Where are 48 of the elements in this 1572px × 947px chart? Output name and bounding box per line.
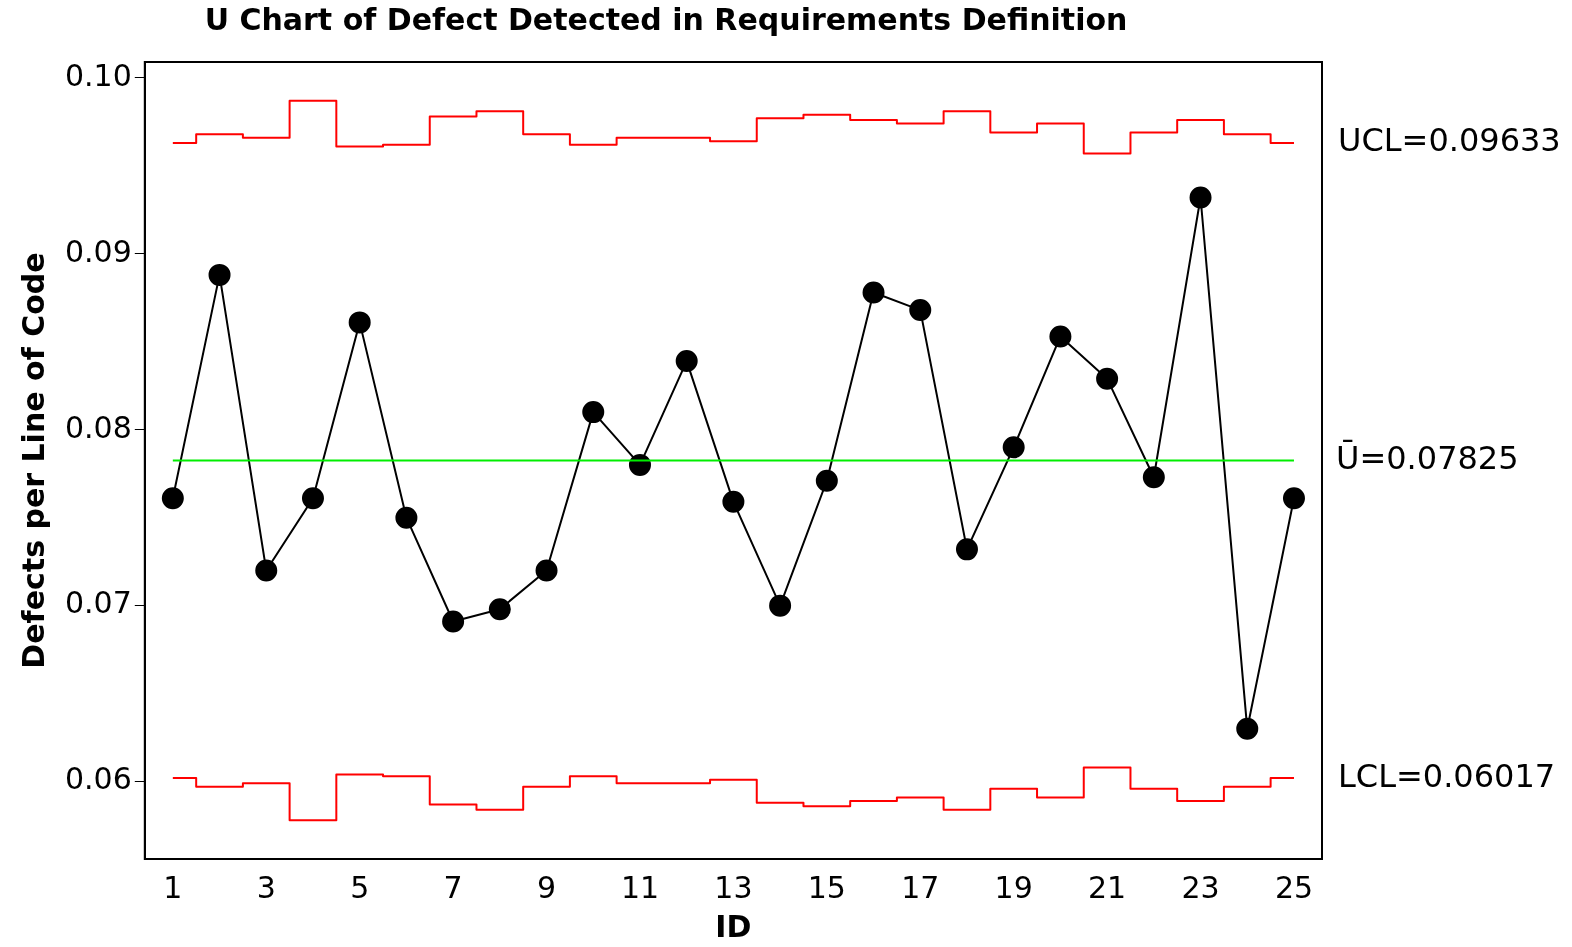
ref-line-label: Ū=0.07825 — [1336, 438, 1519, 477]
point — [1282, 487, 1305, 510]
y-axis-title: Defects per Line of Code — [15, 252, 51, 669]
point — [862, 281, 885, 304]
point — [255, 559, 278, 582]
point — [675, 350, 698, 373]
x-tick-label: 7 — [443, 869, 463, 905]
x-tick-label: 19 — [994, 869, 1033, 905]
y-tick-label: 0.10 — [65, 57, 132, 93]
point — [488, 598, 511, 621]
x-tick-label: 13 — [714, 869, 753, 905]
point — [208, 263, 231, 286]
y-tick-label: 0.06 — [65, 761, 132, 797]
x-tick-label: 3 — [256, 869, 276, 905]
point — [1142, 466, 1165, 489]
point — [955, 538, 978, 561]
point — [348, 311, 371, 334]
point — [1189, 186, 1212, 209]
x-tick-label: 25 — [1274, 869, 1314, 905]
point — [161, 487, 184, 510]
y-tick-label: 0.08 — [65, 409, 132, 445]
point — [582, 401, 605, 424]
point — [769, 594, 792, 617]
point — [301, 487, 324, 510]
x-tick-label: 21 — [1088, 869, 1127, 905]
point — [395, 506, 418, 529]
annotation: UCL=0.09633 — [1337, 120, 1561, 159]
annotation: LCL=0.06017 — [1337, 756, 1556, 795]
point — [1236, 717, 1259, 740]
point — [1002, 436, 1025, 459]
point — [1049, 325, 1072, 348]
point — [815, 469, 838, 492]
x-tick-label: 1 — [163, 869, 183, 905]
point — [722, 490, 745, 513]
x-tick-label: 23 — [1181, 869, 1220, 905]
x-tick-label: 15 — [807, 869, 846, 905]
x-tick-label: 9 — [536, 869, 557, 905]
point — [909, 299, 932, 322]
chart-title: U Chart of Defect Detected in Requirements Definition — [204, 1, 1128, 37]
x-tick-label: 5 — [350, 869, 370, 905]
y-tick-label: 0.07 — [65, 585, 132, 621]
x-axis-title: ID — [715, 908, 752, 944]
point — [1096, 367, 1119, 390]
x-tick-label: 17 — [901, 869, 940, 905]
point — [535, 559, 558, 582]
y-tick-label: 0.09 — [65, 233, 132, 269]
x-tick-label: 11 — [620, 869, 660, 905]
point — [442, 610, 465, 633]
